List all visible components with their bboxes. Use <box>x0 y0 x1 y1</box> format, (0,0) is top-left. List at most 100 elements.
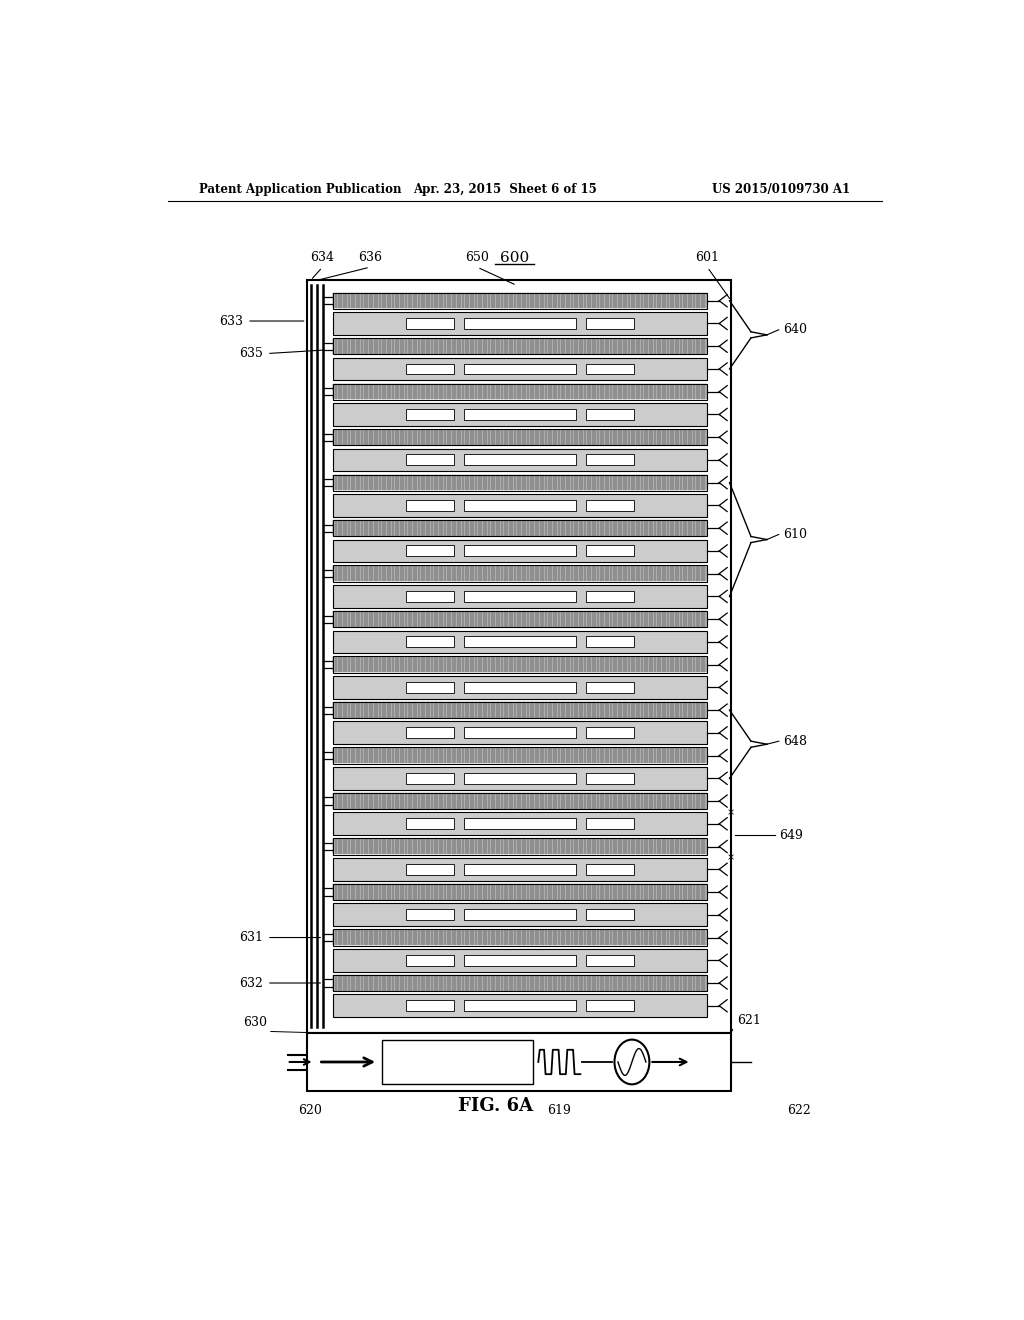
Bar <box>586 454 634 466</box>
Text: & PUMP: & PUMP <box>434 1067 480 1077</box>
Bar <box>333 312 708 335</box>
Bar <box>406 591 455 602</box>
Bar <box>464 318 577 329</box>
Bar <box>333 702 708 718</box>
Text: Patent Application Publication: Patent Application Publication <box>200 183 402 195</box>
Text: ×: × <box>727 854 735 862</box>
Text: 634: 634 <box>310 251 335 264</box>
Text: 630: 630 <box>243 1016 267 1030</box>
Bar <box>406 727 455 738</box>
Bar <box>333 631 708 653</box>
Bar <box>406 409 455 420</box>
Bar <box>333 949 708 972</box>
Bar <box>333 429 708 445</box>
Bar <box>333 520 708 536</box>
Text: 619: 619 <box>547 1104 570 1117</box>
Text: 636: 636 <box>358 251 382 264</box>
Bar <box>333 812 708 836</box>
Bar <box>586 774 634 784</box>
Text: 649: 649 <box>778 829 803 842</box>
Bar <box>333 403 708 426</box>
Bar <box>333 994 708 1018</box>
Bar <box>333 540 708 562</box>
Bar <box>586 500 634 511</box>
Bar <box>406 500 455 511</box>
Bar <box>464 363 577 375</box>
Bar <box>464 954 577 966</box>
Bar <box>406 318 455 329</box>
Bar <box>464 545 577 556</box>
Bar <box>464 636 577 647</box>
Bar <box>333 358 708 380</box>
Bar <box>406 682 455 693</box>
Text: FIG. 6A: FIG. 6A <box>458 1097 534 1114</box>
Bar <box>333 767 708 789</box>
Text: 600: 600 <box>500 251 529 265</box>
Bar <box>406 545 455 556</box>
Bar <box>333 585 708 607</box>
Bar <box>464 909 577 920</box>
Bar <box>586 545 634 556</box>
Bar <box>333 903 708 927</box>
Text: 601: 601 <box>695 251 719 264</box>
Bar <box>464 500 577 511</box>
Bar <box>586 818 634 829</box>
Bar <box>306 280 731 1032</box>
Text: 632: 632 <box>239 977 263 990</box>
Text: ×: × <box>727 808 735 817</box>
Bar <box>333 384 708 400</box>
Bar <box>586 409 634 420</box>
Bar <box>382 1040 532 1085</box>
Text: US 2015/0109730 A1: US 2015/0109730 A1 <box>712 183 850 195</box>
Text: RESERVOIR: RESERVOIR <box>424 1047 490 1057</box>
Bar <box>333 338 708 355</box>
Bar <box>333 676 708 698</box>
Bar <box>464 591 577 602</box>
Bar <box>464 863 577 875</box>
Bar <box>333 994 708 1018</box>
Bar <box>333 903 708 927</box>
Bar <box>406 818 455 829</box>
Text: 622: 622 <box>786 1104 810 1117</box>
Bar <box>586 954 634 966</box>
Bar <box>333 929 708 945</box>
Bar <box>586 1001 634 1011</box>
Bar <box>464 818 577 829</box>
Bar <box>464 727 577 738</box>
Bar <box>333 494 708 517</box>
Bar <box>333 975 708 991</box>
Bar <box>586 682 634 693</box>
Text: 650: 650 <box>465 251 489 264</box>
Bar <box>333 793 708 809</box>
Bar <box>464 409 577 420</box>
Bar <box>406 909 455 920</box>
Bar <box>333 565 708 582</box>
Text: 610: 610 <box>782 528 807 541</box>
Bar <box>333 747 708 764</box>
Bar <box>586 909 634 920</box>
Bar <box>406 363 455 375</box>
Bar <box>464 1001 577 1011</box>
Bar <box>333 656 708 673</box>
Bar <box>333 474 708 491</box>
Bar <box>406 774 455 784</box>
Text: 635: 635 <box>239 347 263 360</box>
Bar <box>333 449 708 471</box>
Bar <box>586 636 634 647</box>
Text: 648: 648 <box>782 735 807 747</box>
Bar <box>464 682 577 693</box>
Bar <box>586 591 634 602</box>
Bar <box>333 449 708 471</box>
Bar <box>333 631 708 653</box>
Bar <box>406 1001 455 1011</box>
Bar <box>464 774 577 784</box>
Bar <box>464 454 577 466</box>
Bar <box>333 884 708 900</box>
Bar <box>333 293 708 309</box>
Bar <box>333 494 708 517</box>
Text: 621: 621 <box>737 1015 762 1027</box>
Bar <box>333 358 708 380</box>
Bar <box>406 454 455 466</box>
Text: 633: 633 <box>219 314 243 327</box>
Text: 631: 631 <box>239 931 263 944</box>
